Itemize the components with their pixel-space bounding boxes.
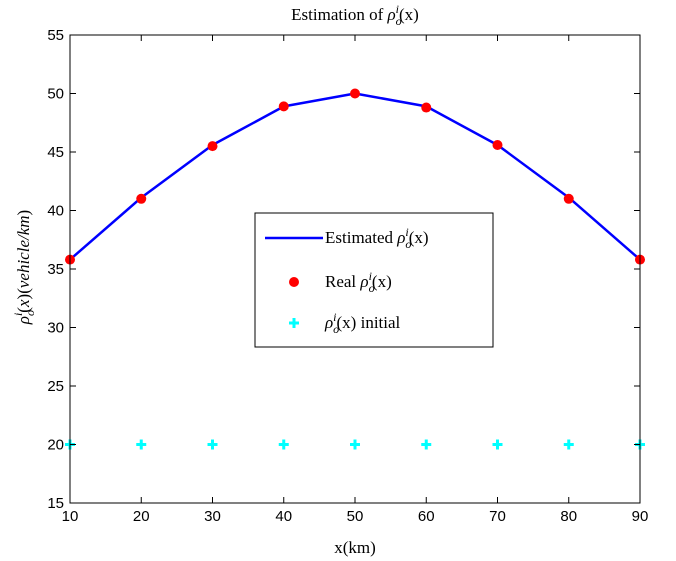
x-tick-label: 80 [560,508,577,525]
y-tick-label: 55 [47,27,64,44]
x-tick-label: 60 [418,508,435,525]
legend-label: Estimated ρoi(x) [325,225,429,251]
y-tick-label: 15 [47,495,64,512]
chart-title: Estimation of ρoi(x) [291,2,419,28]
data-point [136,193,147,204]
y-tick-label: 40 [47,203,64,220]
x-tick-label: 90 [632,508,649,525]
x-tick-label: 40 [275,508,292,525]
data-point [421,439,432,450]
legend: Estimated ρoi(x) Real ρoi(x) ρoi(x) initia… [254,212,494,348]
legend-item: Real ρoi(x) [289,269,392,295]
y-tick-label: 50 [47,86,64,103]
x-tick-label: 30 [204,508,221,525]
y-tick-label: 25 [47,378,64,395]
x-tick-label: 20 [133,508,150,525]
x-tick-label: 70 [489,508,506,525]
legend-label: Real ρoi(x) [325,269,392,295]
data-point [563,193,574,204]
data-point [563,439,574,450]
legend-circle-swatch [289,277,299,287]
legend-plus-swatch [289,318,299,328]
y-tick-label: 30 [47,320,64,337]
legend-label: ρoi(x) initial [324,310,401,336]
y-axis-label: ρoi(x)(vehicle/km) [11,210,37,325]
data-point [350,88,360,99]
data-point [207,439,218,450]
x-tick-label: 50 [347,508,364,525]
legend-item: ρoi(x) initial [289,310,401,336]
x-axis-label: x(km) [334,538,376,557]
axes: 10 20 30 40 50 60 70 80 90 15 20 25 30 35 40 45 50 55 x(km… [11,27,648,557]
data-point [492,139,503,150]
legend-item: Estimated ρoi(x) [265,225,429,251]
data-point [421,102,432,113]
data-point [136,439,147,450]
y-tick-label: 20 [47,437,64,454]
data-point [492,439,503,450]
plot-area [65,88,645,450]
data-point [207,141,218,152]
y-tick-label: 45 [47,144,64,161]
data-point [278,101,289,112]
title-text: Estimation of ρoi(x) [291,2,419,28]
data-point [350,439,360,450]
y-tick-label: 35 [47,261,64,278]
x-tick-label: 10 [62,508,79,525]
data-point [278,439,289,450]
